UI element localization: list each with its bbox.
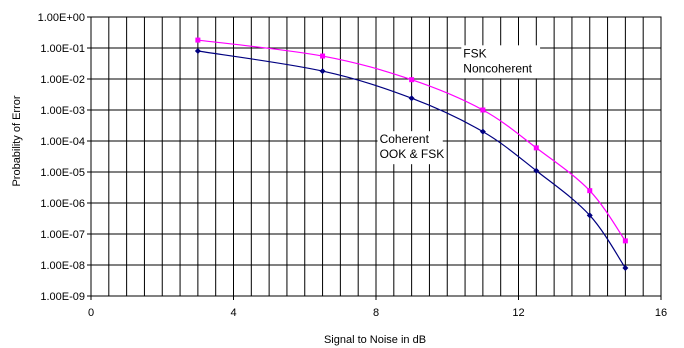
x-axis-ticks: 0 4 8 12 16: [88, 296, 667, 319]
y-tick-label: 1.00E-08: [40, 260, 85, 272]
curve-label-line: Coherent: [380, 132, 430, 146]
y-tick-label: 1.00E-01: [40, 43, 85, 55]
y-axis-title: Probability of Error: [11, 95, 23, 186]
data-point-diamond: [533, 167, 540, 174]
y-tick-label: 1.00E-06: [40, 198, 85, 210]
x-tick-label: 4: [230, 307, 236, 319]
data-point-square: [622, 238, 628, 244]
series-layer: [194, 37, 629, 272]
data-point-square: [587, 188, 593, 194]
x-tick-label: 16: [655, 307, 667, 319]
grid: [91, 17, 661, 296]
data-point-square: [195, 37, 201, 43]
y-tick-label: 1.00E-05: [40, 167, 85, 179]
curve-label-line: FSK: [463, 46, 486, 60]
y-tick-label: 1.00E-03: [40, 105, 85, 117]
y-tick-label: 1.00E+00: [38, 12, 85, 24]
data-point-diamond: [622, 265, 629, 272]
x-axis-title: Signal to Noise in dB: [324, 334, 426, 346]
y-tick-label: 1.00E-09: [40, 291, 85, 303]
data-point-square: [533, 145, 539, 151]
data-point-diamond: [194, 48, 201, 55]
data-point-diamond: [586, 212, 593, 219]
y-tick-label: 1.00E-02: [40, 74, 85, 86]
data-point-diamond: [408, 95, 415, 102]
series-line: [197, 39, 626, 242]
data-point-square: [320, 53, 326, 59]
y-tick-label: 1.00E-07: [40, 229, 85, 241]
x-tick-label: 12: [512, 307, 524, 319]
x-tick-label: 8: [373, 307, 379, 319]
data-point-square: [409, 77, 415, 83]
curve-label-line: OOK & FSK: [380, 147, 445, 161]
series-fsk-noncoherent: [195, 37, 628, 244]
x-tick-label: 0: [88, 307, 94, 319]
data-point-square: [480, 107, 486, 113]
curve-label-background: [461, 45, 541, 79]
data-point-diamond: [479, 128, 486, 135]
series-line: [197, 50, 626, 269]
y-tick-label: 1.00E-04: [40, 136, 85, 148]
data-point-diamond: [319, 68, 326, 75]
series-coherent: [194, 48, 629, 272]
curve-label-background: [377, 131, 443, 165]
y-axis-ticks: 1.00E-09 1.00E-08 1.00E-07 1.00E-06 1.00E-05…: [38, 12, 91, 303]
curve-label-line: Noncoherent: [463, 61, 532, 75]
